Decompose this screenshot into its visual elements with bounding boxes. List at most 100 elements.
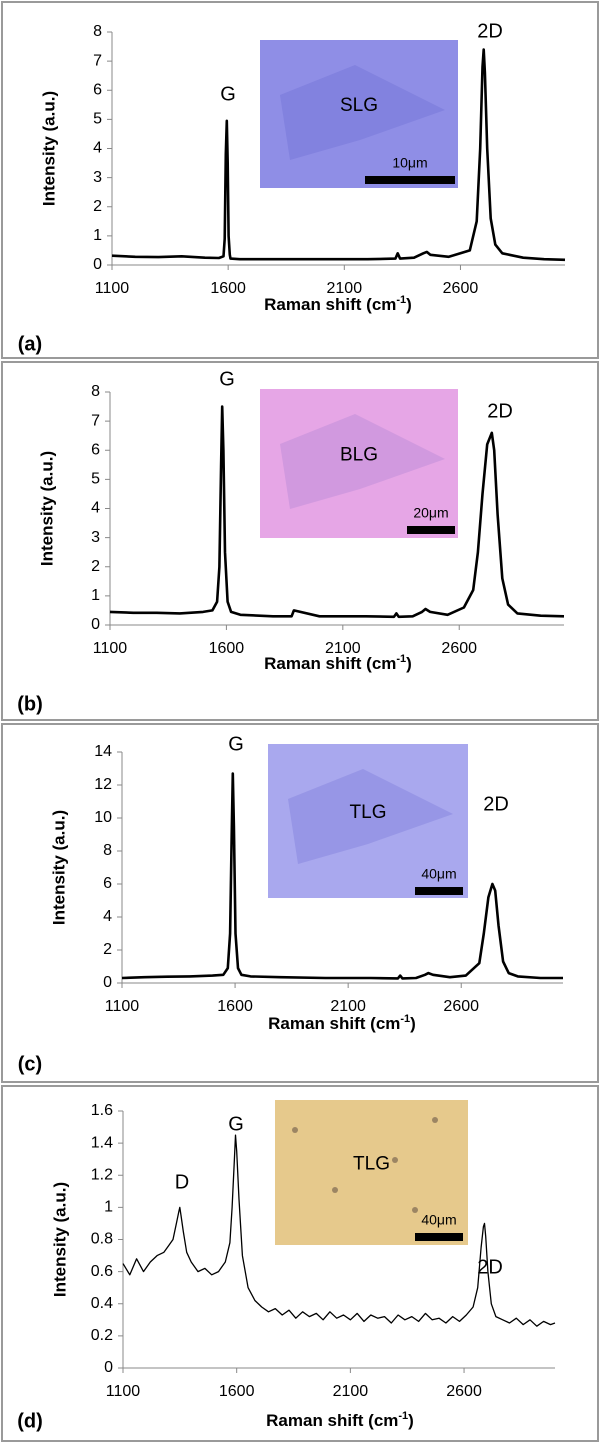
x-tick-label: 2100 xyxy=(325,640,361,657)
y-tick-label: 0 xyxy=(103,974,112,991)
scale-bar xyxy=(407,526,455,534)
x-axis-label-main: Raman shift (cm xyxy=(264,295,396,314)
inset-label: TLG xyxy=(350,802,387,823)
spectrum-line xyxy=(111,48,566,262)
peak-label: G xyxy=(228,733,244,755)
inset-label: TLG xyxy=(353,1154,390,1175)
y-tick-label: 5 xyxy=(91,471,100,488)
y-axis-label: Intensity (a.u.) xyxy=(37,451,56,566)
x-axis-label-main: Raman shift (cm xyxy=(264,654,396,673)
y-tick-label: 2 xyxy=(93,198,102,215)
y-tick-label: 1 xyxy=(91,587,100,604)
x-tick-label: 1600 xyxy=(217,998,253,1015)
peak-label: G xyxy=(219,368,235,390)
y-tick-label: 8 xyxy=(93,23,102,40)
inset-label: BLG xyxy=(340,445,378,466)
x-tick-label: 2600 xyxy=(443,998,479,1015)
scale-bar xyxy=(415,887,463,895)
peak-label: 2D xyxy=(483,793,509,815)
x-axis-label-end: ) xyxy=(406,654,412,673)
y-tick-label: 8 xyxy=(91,383,100,400)
inset-photo xyxy=(260,40,458,188)
x-axis-label-main: Raman shift (cm xyxy=(268,1014,400,1033)
y-axis-label: Intensity (a.u.) xyxy=(50,1182,69,1297)
panel-frame xyxy=(1,1,599,359)
inset-label: SLG xyxy=(340,95,378,116)
y-tick-label: 0 xyxy=(93,256,102,273)
x-axis-label: Raman shift (cm-1) xyxy=(264,294,412,315)
panel-label: (c) xyxy=(18,1053,42,1075)
spectrum-line xyxy=(121,772,563,980)
inset-flake xyxy=(280,414,445,509)
y-tick-label: 0.6 xyxy=(91,1263,113,1280)
y-tick-label: 2 xyxy=(103,941,112,958)
y-tick-label: 0.4 xyxy=(91,1295,113,1312)
y-tick-label: 1 xyxy=(93,227,102,244)
scale-bar xyxy=(415,1233,463,1241)
scale-bar xyxy=(365,176,455,184)
y-axis-label: Intensity (a.u.) xyxy=(49,810,68,925)
scale-label: 40μm xyxy=(421,1212,456,1228)
x-axis-label-end: ) xyxy=(410,1014,416,1033)
y-tick-label: 7 xyxy=(91,412,100,429)
peak-label: 2D xyxy=(477,20,503,42)
y-tick-label: 4 xyxy=(91,500,100,517)
y-tick-label: 0.2 xyxy=(91,1327,113,1344)
inset-photo xyxy=(268,744,468,898)
peak-label: G xyxy=(220,83,236,105)
y-tick-label: 5 xyxy=(93,111,102,128)
peak-label: 2D xyxy=(487,400,513,422)
x-tick-label: 1100 xyxy=(93,640,128,657)
panel-frame xyxy=(1,1085,599,1442)
x-axis-label: Raman shift (cm-1) xyxy=(266,1410,414,1431)
y-tick-label: 14 xyxy=(94,743,112,760)
y-tick-label: 2 xyxy=(91,558,100,575)
y-tick-label: 6 xyxy=(93,81,102,98)
inset-photo xyxy=(275,1100,468,1245)
y-tick-label: 3 xyxy=(91,529,100,546)
x-axis-label-end: ) xyxy=(406,295,412,314)
y-tick-label: 1.4 xyxy=(91,1134,113,1151)
x-axis-label: Raman shift (cm-1) xyxy=(268,1013,416,1034)
x-tick-label: 1600 xyxy=(219,1383,255,1400)
y-tick-label: 4 xyxy=(93,140,102,157)
y-axis-label: Intensity (a.u.) xyxy=(39,91,58,206)
panel-label: (d) xyxy=(17,1410,43,1432)
y-tick-label: 7 xyxy=(93,52,102,69)
y-tick-label: 1.6 xyxy=(91,1102,113,1119)
scale-label: 40μm xyxy=(421,866,456,882)
inset-speck xyxy=(292,1127,298,1133)
x-tick-label: 2600 xyxy=(446,1383,482,1400)
panel-label: (b) xyxy=(17,693,43,715)
y-tick-label: 6 xyxy=(91,441,100,458)
x-tick-label: 1100 xyxy=(95,280,130,297)
y-tick-label: 10 xyxy=(94,809,112,826)
x-axis-label-sup: -1 xyxy=(398,1410,408,1422)
panel-frame xyxy=(1,723,599,1083)
x-axis-label-sup: -1 xyxy=(396,653,406,665)
peak-label: D xyxy=(175,1171,189,1193)
x-tick-label: 2600 xyxy=(443,280,479,297)
inset-speck xyxy=(412,1207,418,1213)
inset-flake xyxy=(280,65,445,160)
y-tick-label: 3 xyxy=(93,169,102,186)
x-axis-label-main: Raman shift (cm xyxy=(266,1411,398,1430)
scale-label: 10μm xyxy=(392,155,427,171)
x-tick-label: 1600 xyxy=(210,280,246,297)
x-tick-label: 1600 xyxy=(209,640,245,657)
y-tick-label: 1 xyxy=(104,1199,113,1216)
y-tick-label: 8 xyxy=(103,842,112,859)
peak-label: 2D xyxy=(477,1256,503,1278)
spectrum-line xyxy=(122,1134,556,1327)
y-tick-label: 0.8 xyxy=(91,1231,113,1248)
y-tick-label: 0 xyxy=(104,1359,113,1376)
y-tick-label: 12 xyxy=(94,776,112,793)
inset-speck xyxy=(432,1117,438,1123)
spectrum-line xyxy=(109,405,565,619)
x-tick-label: 2100 xyxy=(327,280,363,297)
panel-frame xyxy=(1,361,599,721)
x-axis-label: Raman shift (cm-1) xyxy=(264,653,412,674)
x-tick-label: 2100 xyxy=(330,998,366,1015)
x-tick-label: 2100 xyxy=(333,1383,369,1400)
